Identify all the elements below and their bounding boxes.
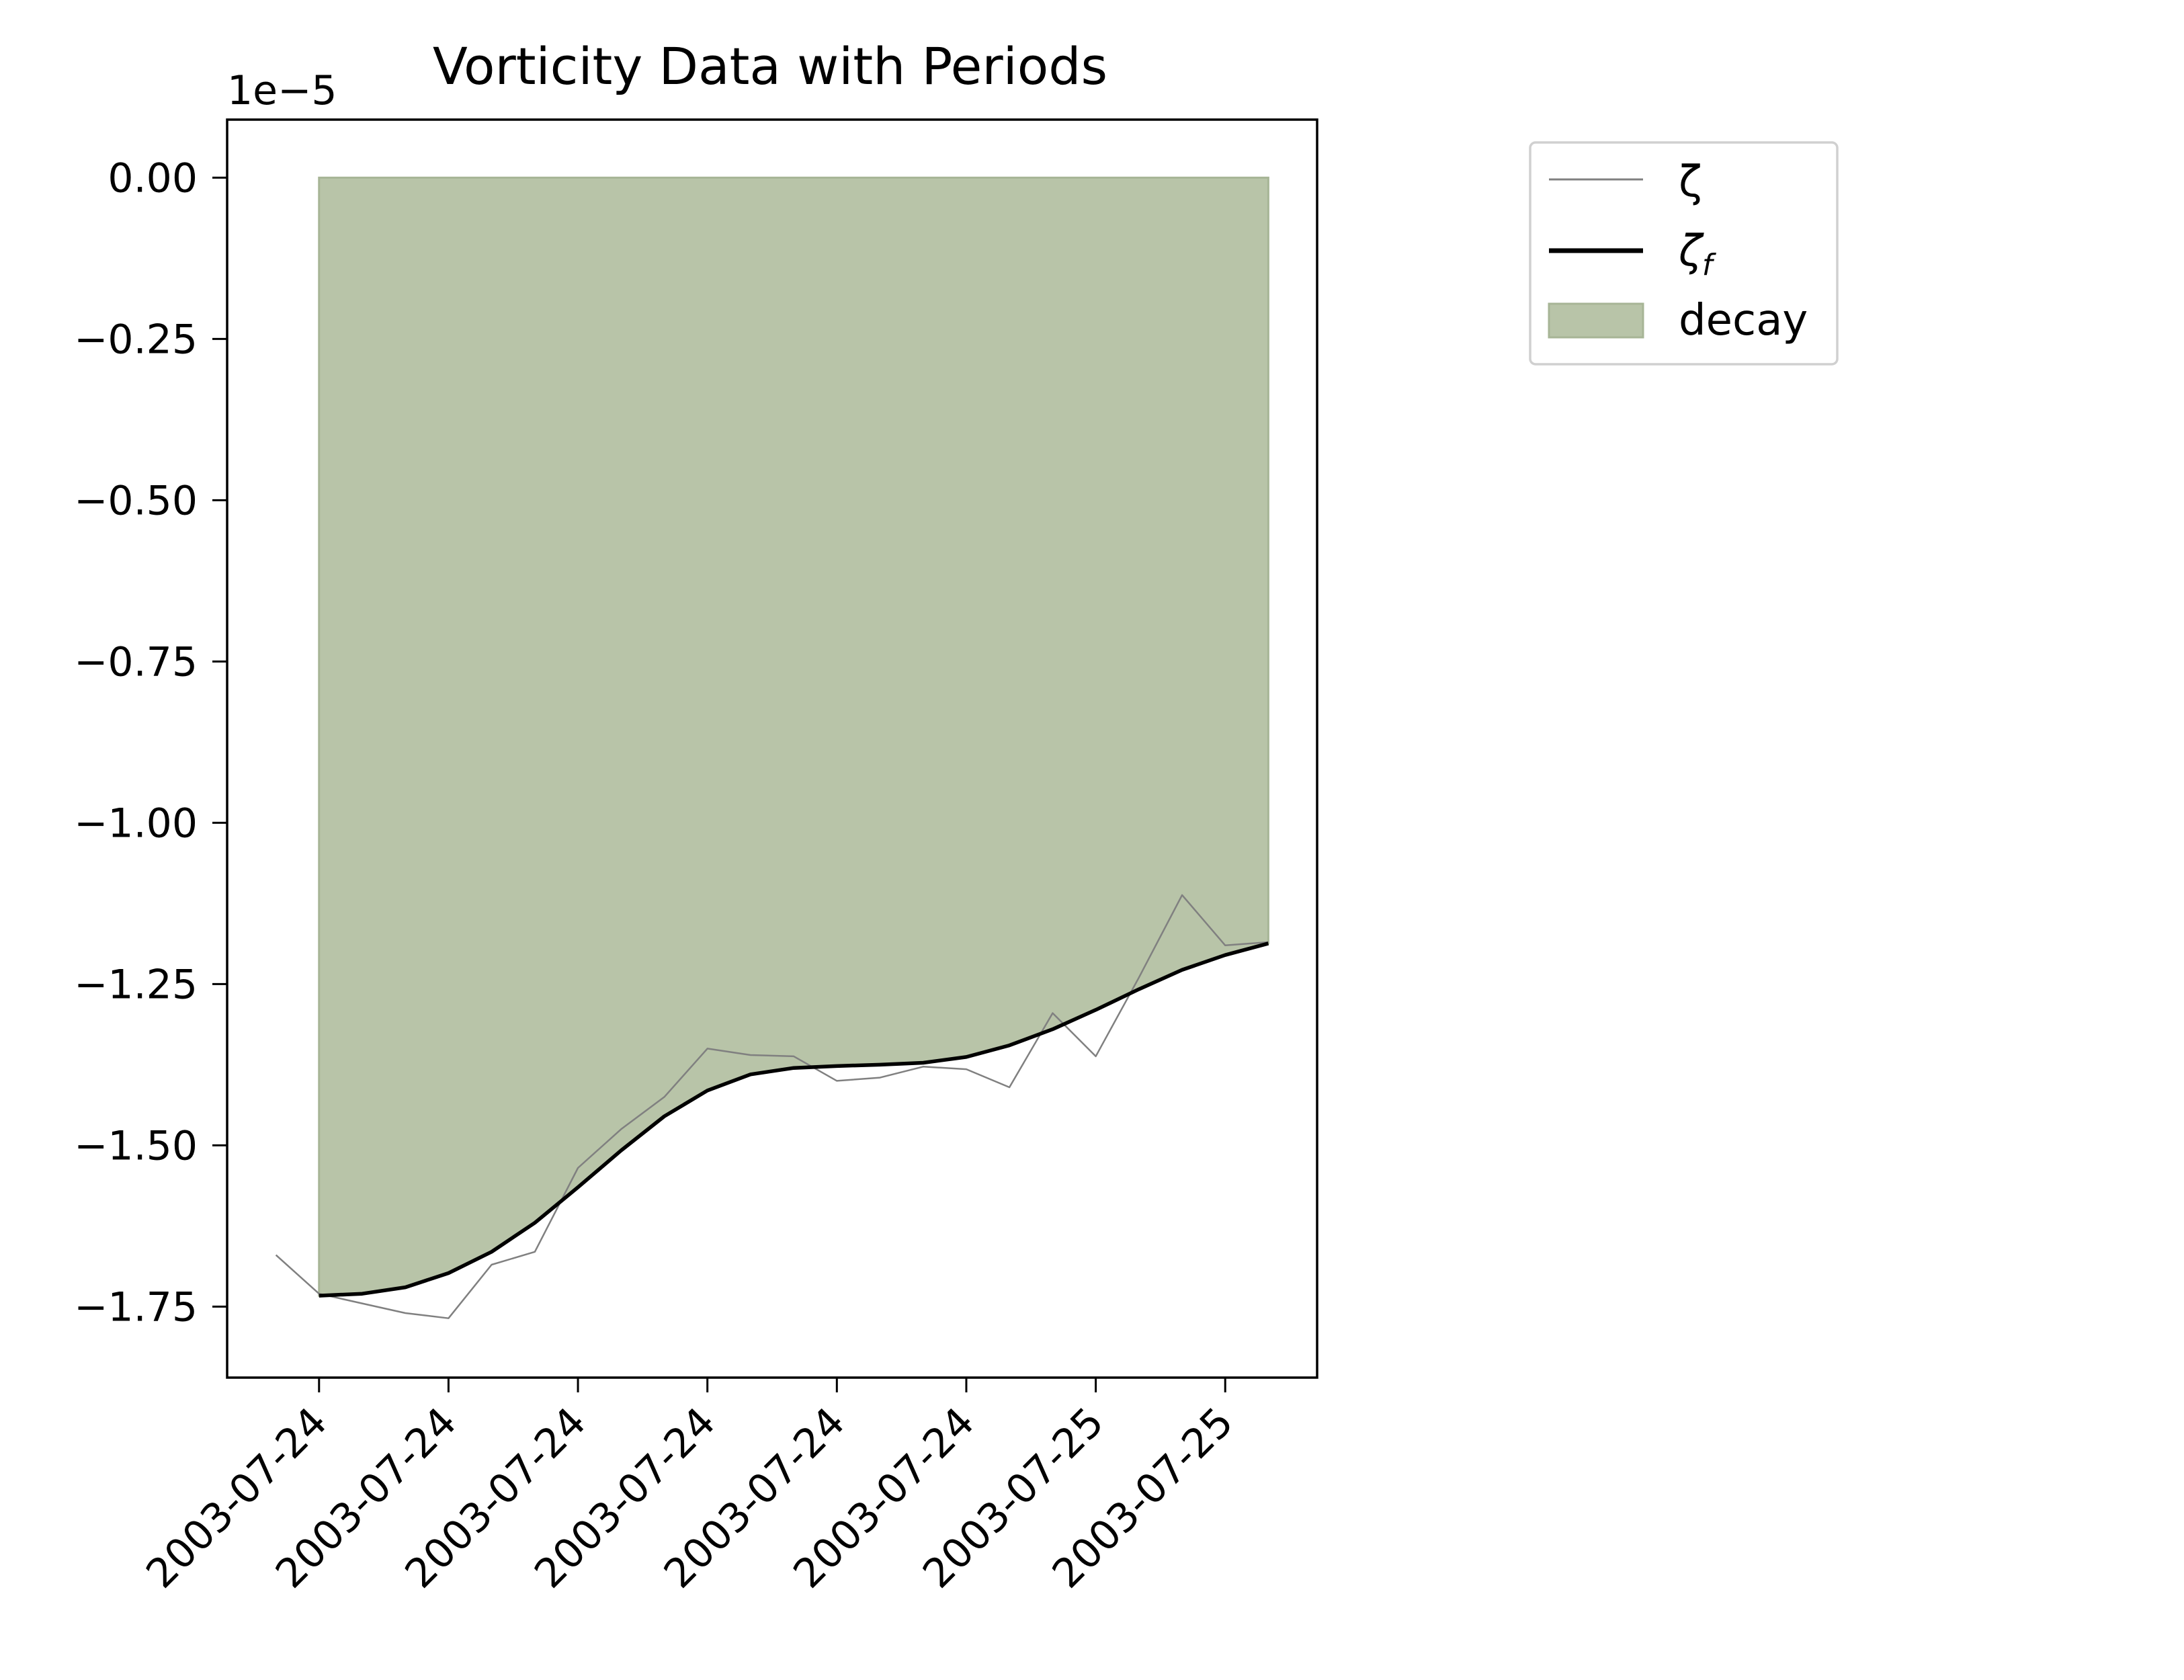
legend-label-zeta: ζ xyxy=(1679,157,1702,207)
plot-frame xyxy=(226,118,1318,1379)
y-axis: 0.00 −0.25 −0.50 −0.75 −1.00 −1.25 −1.50 −1.75 xyxy=(74,155,227,1331)
legend-label-zeta-f-base: ζ xyxy=(1678,226,1704,276)
zeta-f-series-line xyxy=(319,941,1269,1298)
legend-swatch-decay xyxy=(1548,302,1644,339)
y-tick-label: −1.00 xyxy=(74,800,198,847)
y-tick-label: −1.25 xyxy=(74,961,198,1008)
y-tick-label: 0.00 xyxy=(108,155,198,202)
legend-label-zeta-f: ζf xyxy=(1678,226,1717,282)
y-offset-text: 1e−5 xyxy=(227,67,337,114)
y-tick-label: −0.75 xyxy=(74,638,198,685)
x-axis: 2003-07-242003-07-242003-07-242003-07-24… xyxy=(137,1378,1243,1597)
y-tick-label: −0.50 xyxy=(74,477,198,524)
lines-layer xyxy=(275,894,1269,1319)
y-tick-label: −1.50 xyxy=(74,1122,198,1169)
y-tick-label: −1.75 xyxy=(74,1284,198,1331)
legend: ζ ζf decay xyxy=(1529,141,1839,366)
zeta-series-line xyxy=(275,894,1269,1319)
legend-label-decay: decay xyxy=(1679,296,1808,345)
chart-title: Vorticity Data with Periods xyxy=(433,36,1107,96)
y-tick-label: −0.25 xyxy=(74,316,198,363)
